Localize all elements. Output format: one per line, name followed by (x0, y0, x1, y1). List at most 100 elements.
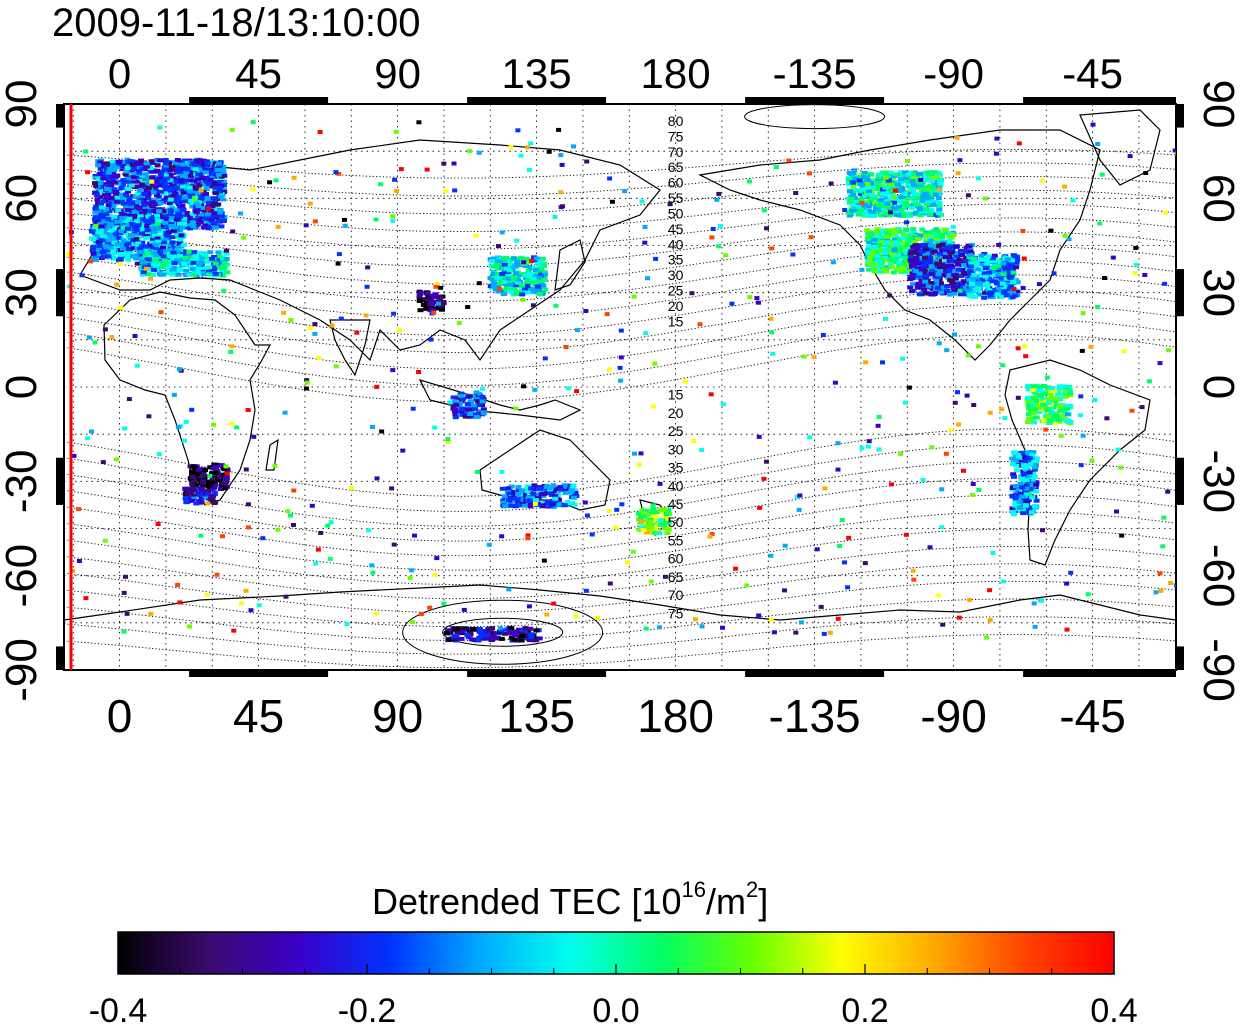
tec-cell (181, 164, 188, 169)
tec-cell (908, 249, 915, 254)
tec-cell (105, 217, 112, 222)
tec-cell (550, 483, 557, 488)
tec-cell (196, 183, 203, 188)
tec-cell (119, 192, 126, 197)
tec-cell (519, 283, 526, 288)
tec-cell (194, 190, 201, 195)
tec-cell (177, 259, 184, 263)
tec-cell (172, 191, 179, 196)
tec-cell (188, 257, 195, 261)
tec-cell (141, 203, 147, 208)
tec-cell (212, 261, 219, 266)
tec-cell (291, 523, 296, 527)
tec-cell (915, 281, 922, 286)
tec-cell (124, 208, 131, 213)
tec-cell (139, 227, 146, 232)
tec-cell (103, 161, 110, 166)
tec-cell (148, 159, 155, 164)
tec-cell (103, 244, 109, 249)
tec-cell (198, 256, 205, 261)
tec-cell (189, 474, 196, 479)
tec-cell (1024, 384, 1031, 389)
tec-cell (563, 345, 569, 349)
tec-cell (528, 486, 534, 491)
tec-cell (525, 145, 531, 150)
tec-cell (162, 214, 169, 219)
tec-cell (205, 201, 212, 206)
tec-cell (165, 254, 172, 259)
tec-cell (887, 246, 894, 251)
tec-cell (683, 379, 689, 384)
tec-cell (526, 274, 533, 279)
tec-cell (151, 267, 158, 272)
tec-cell (868, 232, 875, 237)
tec-cell (109, 176, 116, 181)
tec-cell (1067, 390, 1074, 395)
tec-cell (876, 233, 883, 238)
tec-cell (589, 532, 595, 537)
tec-cell (176, 191, 183, 196)
tec-cell (148, 276, 153, 281)
tec-cell (161, 184, 168, 189)
tec-cell (1025, 420, 1031, 424)
tec-cell (512, 264, 518, 269)
tec-cell (1035, 410, 1042, 415)
tec-cell (1027, 487, 1034, 492)
maglat-contour (64, 274, 1176, 337)
tec-cell (140, 270, 147, 275)
tec-cell (164, 262, 170, 267)
tec-cell (186, 272, 193, 277)
tec-cell (1146, 379, 1152, 384)
tec-cell (189, 171, 196, 176)
tec-cell (769, 617, 774, 622)
tec-cell (881, 256, 888, 261)
tec-cell (652, 531, 659, 536)
tec-cell (926, 191, 933, 196)
tec-cell (512, 283, 519, 288)
tec-cell (541, 272, 548, 277)
tec-cell (861, 202, 868, 207)
tec-cell (640, 528, 647, 532)
tec-cell (441, 601, 447, 606)
tec-cell (184, 199, 191, 204)
tec-cell (181, 262, 188, 267)
tec-cell (888, 182, 895, 187)
tec-cell (971, 257, 977, 261)
tec-cell (916, 172, 923, 177)
tec-cell (897, 255, 904, 260)
tec-cell (895, 188, 902, 192)
tec-cell (849, 203, 856, 207)
tec-cell (196, 472, 203, 477)
tec-cell (157, 125, 163, 130)
tec-cell (1016, 505, 1023, 510)
tec-cell (946, 253, 952, 258)
tec-cell (1048, 410, 1055, 414)
tec-cell (206, 167, 213, 172)
tec-cell (336, 171, 342, 176)
tec-cell (1030, 411, 1037, 415)
tec-cell (542, 287, 549, 292)
tec-cell (964, 282, 971, 287)
tec-cell (166, 230, 172, 235)
tec-cell (968, 284, 975, 289)
tec-cell (937, 265, 944, 270)
tec-cell (900, 259, 907, 264)
tec-cell (424, 291, 431, 296)
tec-cell (159, 229, 165, 234)
tec-cell (160, 245, 166, 250)
tec-cell (652, 526, 659, 531)
tec-cell (515, 632, 522, 637)
tec-cell (189, 498, 196, 503)
tec-cell (970, 482, 976, 486)
tec-cell (1033, 463, 1039, 468)
tec-cell (178, 199, 185, 204)
tec-cell (150, 272, 157, 277)
tec-cell (845, 585, 851, 590)
tec-cell (957, 158, 963, 163)
tec-cell (967, 249, 974, 254)
tec-cell (101, 219, 108, 224)
tec-cell (185, 177, 191, 182)
tec-cell (1011, 512, 1018, 517)
tec-cell (960, 263, 967, 268)
tec-cell (199, 215, 206, 220)
